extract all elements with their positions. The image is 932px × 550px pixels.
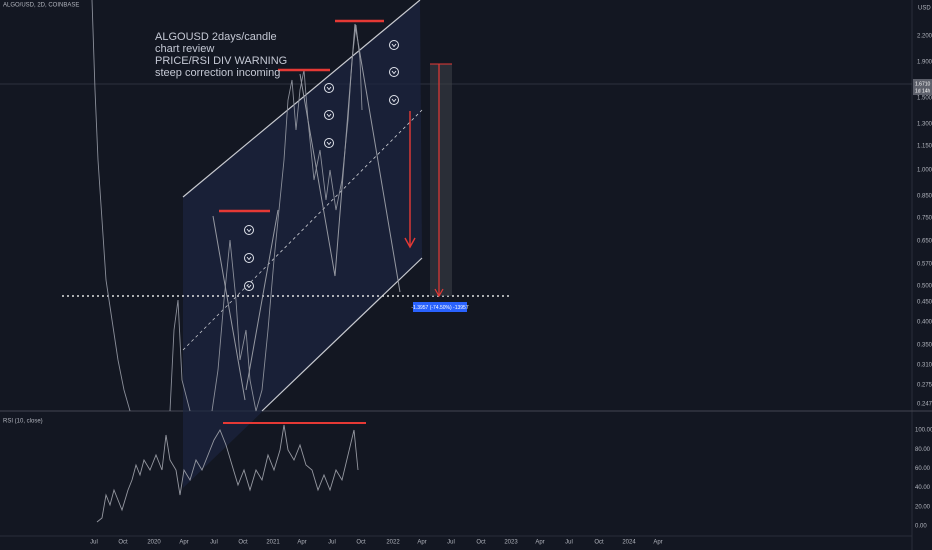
down-icon [244,281,254,291]
time-tick-label: Apr [297,540,306,546]
time-tick-label: 2020 [147,540,161,546]
down-icon [389,95,399,105]
measure-label: -1.3957 (-74.50%) -13957 [411,305,468,311]
time-tick-label: 2021 [266,540,280,546]
down-icon-arrow [246,284,252,289]
time-tick-label: Apr [535,540,544,546]
time-tick-label: Oct [238,540,248,546]
currency: USD [918,6,931,12]
down-icon [244,225,254,235]
countdown: 1d 14h [915,88,931,94]
symbol: ALGO/USD, 2D, COINBASE [3,3,79,9]
time-tick-label: Jul [447,540,455,546]
price-tick-label: 2.2000 [917,34,932,40]
rsi-tick-label: 80.00 [915,447,931,453]
rsi-tick-label: 40.00 [915,485,931,491]
time-tick-label: 2023 [504,540,518,546]
price-tick-label: 1.9000 [917,60,932,66]
time-tick-label: Apr [179,540,188,546]
measure-arrow-head [434,288,444,298]
time-tick-label: Apr [417,540,426,546]
annotation-line: steep correction incoming [155,67,280,79]
current-price-bg [913,79,932,95]
annotation-line: chart review [155,43,214,55]
down-icon [324,83,334,93]
down-icon-arrow [326,113,332,118]
annotation-line: ALGOUSD 2days/candle [155,31,277,43]
measure-label-bg [413,302,467,312]
time-tick-label: Oct [594,540,604,546]
down-icon-arrow [326,86,332,91]
time-tick-label: Oct [118,540,128,546]
rsi-tick-label: 0.00 [915,524,927,530]
price-tick-label: 1.3000 [917,122,932,128]
channel-bottom [261,257,423,412]
price-tick-label: 1.1500 [917,144,932,150]
time-tick-label: Jul [90,540,98,546]
price-tick-label: 0.2470 [917,402,932,408]
down-icon-arrow [391,43,397,48]
time-tick-label: Oct [476,540,486,546]
down-icon [244,253,254,263]
price-series [91,0,363,412]
projection-lines [212,23,401,401]
time-tick-label: Apr [653,540,662,546]
down-icon-arrow [391,70,397,75]
current-price: 1.6710 [915,81,931,87]
down-icon [324,138,334,148]
measure-box [430,64,452,296]
rsi-tick-label: 60.00 [915,466,931,472]
time-tick-label: Jul [210,540,218,546]
rsi-series [96,424,359,523]
time-tick-label: 2022 [386,540,400,546]
down-icon [324,110,334,120]
time-tick-label: Oct [356,540,366,546]
down-icon-arrow [326,141,332,146]
rsi-tick-label: 100.00 [915,428,932,434]
arrow-icons [244,40,399,291]
down-icon-arrow [246,256,252,261]
drop-arrow-head [404,237,416,249]
rsi-title: RSI (10, close) [3,419,43,425]
rsi-tick-label: 20.00 [915,504,931,510]
down-icon [389,67,399,77]
time-tick-label: Jul [328,540,336,546]
down-icon-arrow [391,98,397,103]
time-tick-label: 2024 [622,540,636,546]
down-icon-arrow [246,228,252,233]
time-tick-label: Jul [565,540,573,546]
down-icon [389,40,399,50]
channel-top [182,0,421,198]
channel-fill [183,0,422,488]
annotation-line: PRICE/RSI DIV WARNING [155,55,287,67]
